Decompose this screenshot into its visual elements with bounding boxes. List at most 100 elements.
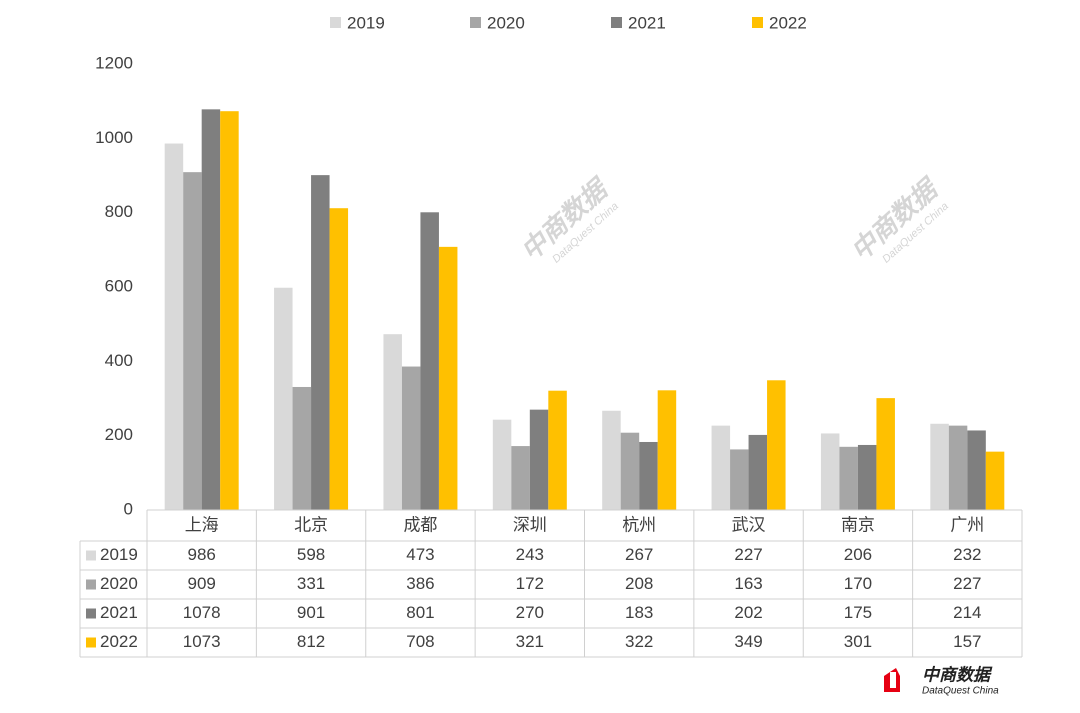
bar — [511, 446, 530, 510]
table-cell: 909 — [188, 574, 216, 593]
table-swatch — [86, 608, 96, 619]
y-tick-label: 800 — [105, 202, 133, 221]
bar — [948, 425, 968, 510]
table-cell: 175 — [844, 603, 872, 622]
table-cell: 986 — [188, 545, 216, 564]
table-cell: 208 — [625, 574, 653, 593]
bar — [201, 109, 221, 511]
table-cell: 163 — [734, 574, 762, 593]
bar — [164, 143, 184, 510]
bar — [639, 441, 658, 510]
x-tick-label: 上海 — [185, 515, 219, 534]
y-tick-label: 200 — [105, 425, 133, 444]
bar — [438, 246, 458, 511]
bar — [839, 446, 858, 510]
bar — [329, 208, 349, 510]
y-tick-label: 1200 — [95, 53, 133, 72]
table-cell: 349 — [734, 632, 762, 651]
table-cell: 202 — [734, 603, 762, 622]
table-cell: 1073 — [183, 632, 221, 651]
bar — [401, 366, 421, 510]
table-swatch — [86, 637, 96, 648]
bar — [857, 444, 877, 510]
bar — [383, 334, 402, 510]
table-swatch — [86, 550, 96, 561]
y-tick-label: 400 — [105, 351, 133, 370]
x-tick-label: 北京 — [294, 515, 328, 534]
bar — [274, 287, 293, 510]
bar — [730, 449, 749, 510]
watermark: 中商数据 DataQuest China — [515, 172, 621, 267]
table-cell: 206 — [844, 545, 872, 564]
table-row-label: 2021 — [100, 603, 138, 622]
table-cell: 322 — [625, 632, 653, 651]
bar — [748, 434, 768, 510]
table-cell: 708 — [406, 632, 434, 651]
table-row-label: 2020 — [100, 574, 138, 593]
x-tick-label: 深圳 — [513, 515, 547, 534]
table-cell: 331 — [297, 574, 325, 593]
legend-label: 2022 — [769, 13, 807, 32]
table-cell: 801 — [406, 603, 434, 622]
bar — [711, 425, 731, 510]
y-tick-label: 0 — [124, 499, 133, 518]
bar — [183, 172, 202, 510]
bar — [602, 410, 621, 510]
bar — [967, 430, 986, 510]
bar — [311, 175, 330, 510]
bar — [657, 390, 677, 510]
logo: 中商数据 DataQuest China — [884, 665, 999, 697]
y-tick-label: 600 — [105, 276, 133, 295]
table-row-label: 2022 — [100, 632, 138, 651]
table-swatch — [86, 579, 96, 590]
table-cell: 270 — [516, 603, 544, 622]
table-cell: 1078 — [183, 603, 221, 622]
bar — [767, 380, 786, 510]
table-cell: 172 — [516, 574, 544, 593]
table-cell: 473 — [406, 545, 434, 564]
y-tick-label: 1000 — [95, 128, 133, 147]
table-cell: 183 — [625, 603, 653, 622]
table-cell: 901 — [297, 603, 325, 622]
table-cell: 157 — [953, 632, 981, 651]
logo-icon — [884, 668, 900, 692]
bar — [820, 433, 840, 510]
bar — [876, 398, 895, 510]
table-cell: 227 — [953, 574, 981, 593]
x-tick-label: 广州 — [950, 515, 984, 534]
bar — [529, 409, 549, 510]
logo-name: 中商数据 — [922, 665, 993, 684]
table-cell: 386 — [406, 574, 434, 593]
table-cell: 232 — [953, 545, 981, 564]
bar — [420, 212, 439, 511]
x-tick-label: 南京 — [841, 515, 875, 534]
table-cell: 812 — [297, 632, 325, 651]
bar — [492, 419, 512, 510]
table-cell: 170 — [844, 574, 872, 593]
table-cell: 227 — [734, 545, 762, 564]
legend-label: 2020 — [487, 13, 525, 32]
table-cell: 214 — [953, 603, 981, 622]
legend-swatch — [330, 17, 341, 28]
table-cell: 267 — [625, 545, 653, 564]
x-tick-label: 成都 — [403, 515, 437, 534]
bar — [220, 111, 239, 511]
bar — [620, 432, 640, 510]
table-cell: 598 — [297, 545, 325, 564]
x-tick-label: 武汉 — [732, 515, 766, 534]
table-cell: 243 — [516, 545, 544, 564]
legend-swatch — [611, 17, 622, 28]
logo-subtitle: DataQuest China — [922, 686, 999, 697]
x-tick-label: 杭州 — [622, 515, 656, 534]
watermark: 中商数据 DataQuest China — [845, 172, 951, 267]
legend-swatch — [752, 17, 763, 28]
bar — [548, 390, 567, 510]
legend-label: 2021 — [628, 13, 666, 32]
legend-label: 2019 — [347, 13, 385, 32]
table-cell: 301 — [844, 632, 872, 651]
bar — [985, 451, 1005, 510]
legend-swatch — [470, 17, 481, 28]
table-row-label: 2019 — [100, 545, 138, 564]
bar — [292, 386, 312, 510]
